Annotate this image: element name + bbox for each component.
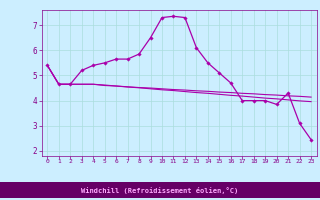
Text: Windchill (Refroidissement éolien,°C): Windchill (Refroidissement éolien,°C) bbox=[81, 186, 239, 194]
